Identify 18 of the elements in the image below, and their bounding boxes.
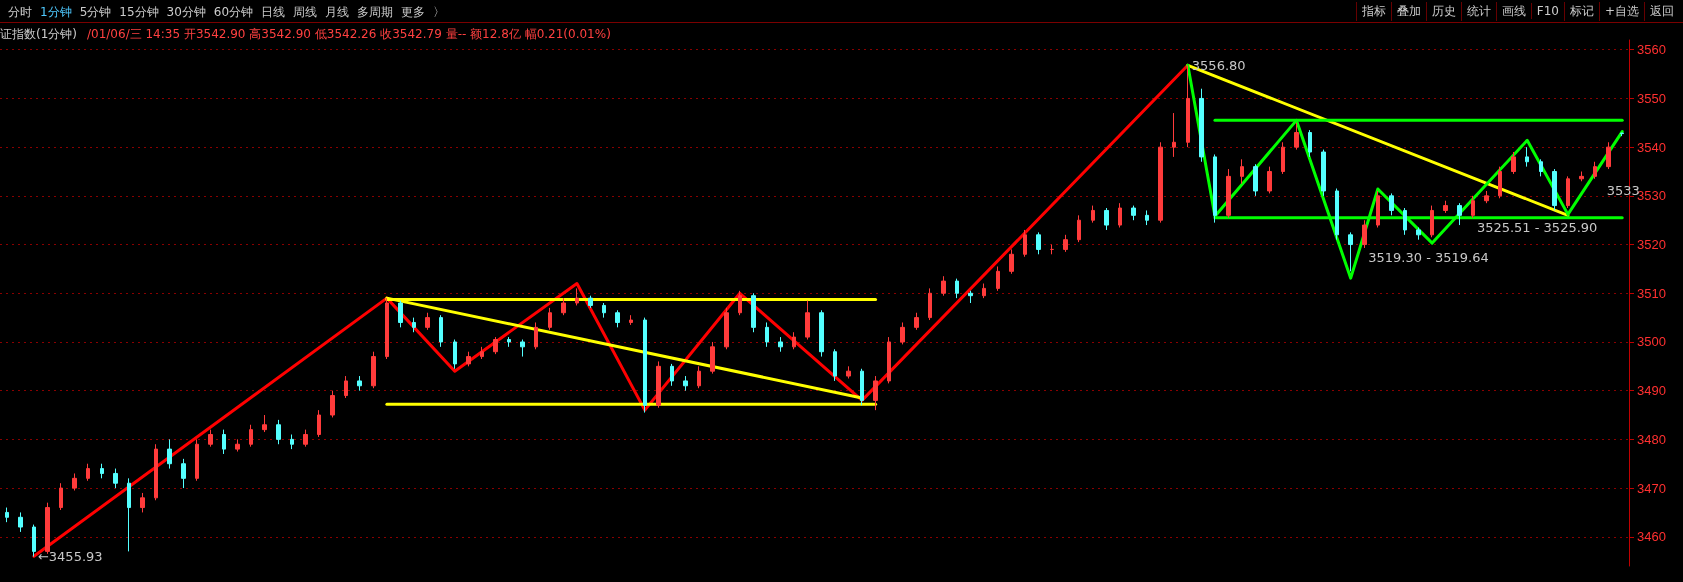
chart-title: 证指数(1分钟): [0, 27, 77, 41]
y-tick-label: 3550: [1637, 90, 1666, 106]
y-tick-label: 3560: [1637, 42, 1666, 58]
annotation: 3519.30 - 3519.64: [1368, 249, 1489, 265]
y-tick-label: 3470: [1637, 480, 1666, 496]
y-tick-label: 3490: [1637, 383, 1666, 399]
y-tick-label: 3500: [1637, 334, 1666, 350]
text: 指标 叠加 历史 统计 画线 F10 标记 +自选 返回: [1361, 4, 1674, 18]
annotation: 3525.51 - 3525.90: [1476, 219, 1598, 235]
text: 分时 1分钟 5分钟 15分钟 30分钟 60分钟 日线 周线 月线 多周期 更多 〉: [8, 5, 446, 19]
y-tick-label: 3540: [1637, 139, 1666, 155]
annotation: 3556.80: [1191, 57, 1246, 73]
y-tick-label: 3480: [1637, 431, 1666, 447]
y-tick-label: 3510: [1637, 285, 1666, 301]
annotation: ←3455.93: [37, 549, 103, 565]
chart-subtitle: /01/06/三 14:35 开3542.90 高3542.90 低3542.26 收3542.79 量-- 额12.8亿 幅0.21(0.01%): [87, 27, 611, 41]
y-tick-label: 3460: [1637, 529, 1666, 545]
y-tick-label: 3520: [1637, 237, 1666, 253]
